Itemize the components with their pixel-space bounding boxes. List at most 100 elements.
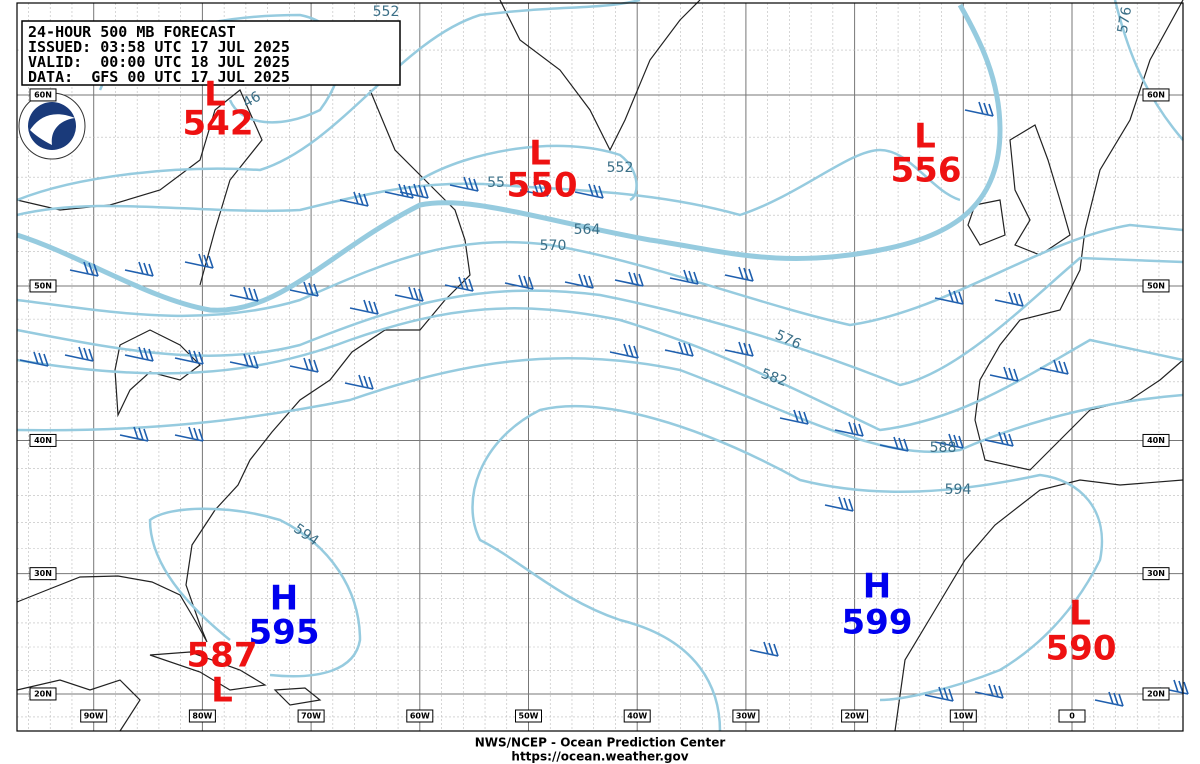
barb-feather: [198, 253, 204, 267]
wind-barb: [384, 183, 414, 199]
barb-feather: [533, 181, 539, 195]
contour-558: [16, 148, 961, 217]
barb-feather: [738, 266, 744, 280]
barb-feather: [748, 343, 754, 357]
barb-feather: [1183, 681, 1189, 695]
center-value: 556: [891, 151, 962, 191]
barb-shaft: [1094, 699, 1124, 707]
barb-shaft: [339, 199, 369, 207]
barb-feather: [208, 255, 214, 269]
grid-label-box: [29, 687, 57, 701]
barb-feather: [133, 426, 139, 440]
barb-shaft: [174, 357, 204, 365]
barb-shaft: [749, 649, 779, 657]
barb-feather: [413, 287, 419, 301]
latitude-label: 40N: [34, 436, 52, 445]
barb-feather: [148, 263, 154, 277]
wind-barb: [564, 273, 594, 289]
center-letter: L: [204, 75, 226, 115]
wind-barb: [994, 291, 1024, 307]
grid-label-box: [1058, 709, 1086, 723]
barb-shaft: [614, 279, 644, 287]
barb-feather: [43, 353, 49, 367]
barb-feather: [463, 176, 469, 190]
wind-barb: [664, 341, 694, 357]
barb-shaft: [289, 365, 319, 373]
barb-feather: [748, 268, 754, 282]
barb-feather: [88, 262, 94, 276]
wind-barb: [504, 274, 534, 290]
grid: [17, 3, 1183, 731]
wind-barb: [344, 374, 374, 390]
barb-feather: [353, 191, 359, 205]
barb-feather: [948, 688, 954, 702]
contour-label: 552: [607, 160, 634, 176]
grid-label-box: [29, 567, 57, 581]
longitude-label: 50W: [519, 712, 539, 721]
barb-shaft: [124, 354, 154, 362]
center-letter: L: [914, 117, 936, 157]
contour-588: [16, 356, 1184, 454]
wind-barb: [1039, 359, 1069, 375]
barb-feather: [253, 355, 259, 369]
barb-feather: [538, 182, 544, 196]
barb-feather: [83, 347, 89, 361]
barb-feather: [903, 438, 909, 452]
wind-barb: [289, 281, 319, 297]
header-line: 24-HOUR 500 MB FORECAST: [28, 23, 236, 41]
center-letter: H: [863, 567, 891, 607]
barb-feather: [998, 685, 1004, 699]
barb-feather: [418, 184, 424, 198]
grid-label-box: [297, 709, 325, 723]
noaa-logo: [18, 92, 86, 160]
wind-barb: [989, 366, 1019, 382]
wind-barb: [124, 261, 154, 277]
grid-label-box: [188, 709, 216, 723]
barb-feather: [313, 283, 319, 297]
longitude-label: 80W: [192, 712, 212, 721]
grid-label-box: [1142, 433, 1170, 447]
grid-label-box: [732, 709, 760, 723]
barb-feather: [688, 270, 694, 284]
wind-barb: [64, 346, 94, 362]
contour-label: 46: [240, 89, 264, 112]
barb-feather: [1178, 680, 1184, 694]
barb-feather: [848, 498, 854, 512]
barb-feather: [398, 183, 404, 197]
wind-barb: [669, 269, 699, 285]
barb-feather: [198, 351, 204, 365]
barb-feather: [138, 261, 144, 275]
barb-shaft: [724, 349, 754, 357]
barb-feather: [303, 357, 309, 371]
barb-feather: [358, 374, 364, 388]
barb-feather: [188, 349, 194, 363]
barb-shaft: [924, 694, 954, 702]
barb-shaft: [974, 691, 1004, 699]
barb-feather: [243, 286, 249, 300]
barb-shaft: [384, 191, 414, 199]
barb-feather: [368, 300, 374, 314]
center-value: 550: [507, 166, 578, 206]
barb-shaft: [344, 382, 374, 390]
barb-feather: [138, 346, 144, 360]
barb-shaft: [609, 351, 639, 359]
barb-feather: [803, 411, 809, 425]
contours: [16, 0, 1184, 732]
contour-570: [16, 223, 1184, 327]
barb-feather: [523, 275, 529, 289]
barb-shaft: [64, 354, 94, 362]
wind-barb: [984, 431, 1014, 447]
barb-feather: [253, 288, 259, 302]
barb-feather: [368, 376, 374, 390]
latitude-label: 30N: [1147, 569, 1165, 578]
barb-feather: [638, 273, 644, 287]
coast-britain: [967, 124, 1071, 256]
wind-barb: [879, 436, 909, 452]
center-value: 595: [249, 613, 320, 653]
barb-feather: [143, 347, 149, 361]
coast-greenland: [499, 0, 701, 152]
barb-feather: [248, 287, 254, 301]
longitude-label: 20W: [845, 712, 865, 721]
contour-label: 594: [945, 482, 972, 498]
